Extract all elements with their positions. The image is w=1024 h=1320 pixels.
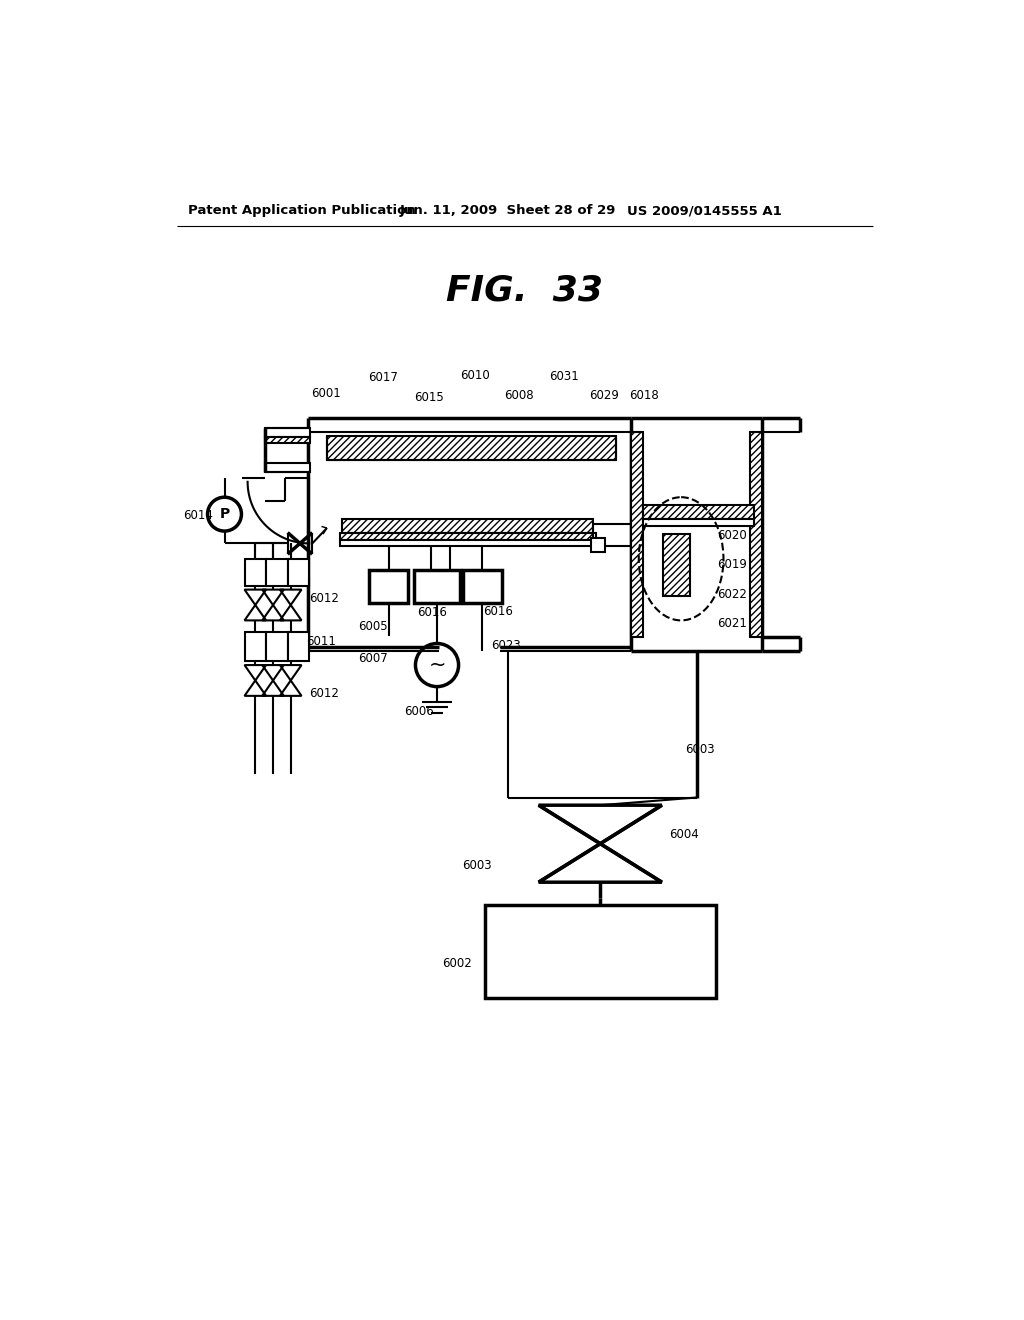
Bar — [266, 632, 288, 661]
Text: Jun. 11, 2009  Sheet 28 of 29: Jun. 11, 2009 Sheet 28 of 29 — [400, 205, 616, 218]
Text: 6006: 6006 — [403, 705, 433, 718]
Text: 6018: 6018 — [630, 389, 659, 403]
Bar — [370, 570, 408, 603]
Text: P: P — [219, 507, 229, 521]
Text: 6012: 6012 — [309, 686, 339, 700]
Bar — [266, 558, 288, 586]
Bar — [340, 533, 596, 540]
Bar — [631, 432, 643, 638]
Text: 6011: 6011 — [306, 635, 336, 648]
Text: 6014: 6014 — [183, 510, 213, 523]
Bar — [484, 906, 716, 998]
Text: 6022: 6022 — [717, 587, 748, 601]
Bar — [265, 462, 310, 471]
Text: ~: ~ — [428, 655, 445, 675]
Text: US 2009/0145555 A1: US 2009/0145555 A1 — [628, 205, 782, 218]
Bar — [327, 436, 615, 461]
Text: 6016: 6016 — [417, 606, 446, 619]
Text: 6020: 6020 — [717, 529, 748, 543]
Text: 6003: 6003 — [685, 743, 715, 756]
Text: 6016: 6016 — [483, 605, 513, 618]
Text: 6021: 6021 — [717, 616, 748, 630]
Text: 6012: 6012 — [309, 593, 339, 606]
Bar — [751, 432, 762, 638]
Bar — [245, 632, 266, 661]
Text: 6019: 6019 — [717, 558, 748, 572]
Bar — [340, 540, 596, 546]
Text: 6029: 6029 — [589, 389, 618, 403]
Text: 6002: 6002 — [441, 957, 471, 970]
Bar — [265, 428, 310, 437]
Bar — [288, 558, 309, 586]
Bar — [643, 519, 755, 527]
Text: 6007: 6007 — [358, 652, 388, 665]
Text: FIG.  33: FIG. 33 — [446, 273, 603, 308]
Text: 6005: 6005 — [358, 620, 388, 634]
Bar — [288, 632, 309, 661]
Text: 6017: 6017 — [368, 371, 397, 384]
Bar — [463, 570, 502, 603]
Bar — [342, 519, 593, 532]
Text: 6023: 6023 — [490, 639, 520, 652]
Text: 6015: 6015 — [414, 391, 443, 404]
Text: 6010: 6010 — [460, 370, 489, 381]
Bar — [664, 535, 690, 595]
Bar — [245, 558, 266, 586]
Text: 6001: 6001 — [311, 387, 341, 400]
Bar — [643, 506, 755, 519]
Bar — [265, 437, 310, 444]
Text: 6031: 6031 — [549, 370, 579, 383]
Text: 6003: 6003 — [462, 859, 492, 871]
Bar — [591, 539, 605, 552]
Bar — [414, 570, 460, 603]
Text: 6004: 6004 — [670, 828, 699, 841]
Text: Patent Application Publication: Patent Application Publication — [188, 205, 416, 218]
Text: 6008: 6008 — [504, 389, 534, 403]
